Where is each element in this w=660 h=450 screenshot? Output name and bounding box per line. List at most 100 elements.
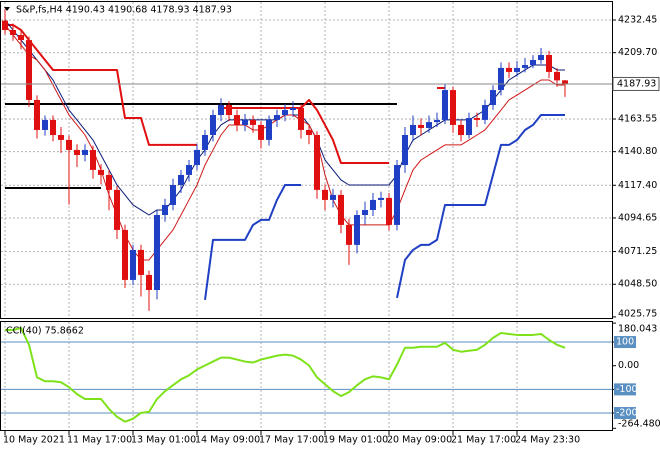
y-tick-label: 4163.55 (618, 113, 657, 124)
y-tick-label: -200 (616, 408, 638, 419)
candle-body (10, 30, 16, 36)
current-price-label: 4187.93 (617, 78, 656, 89)
candle-body (522, 65, 528, 68)
level-label-box (614, 407, 636, 420)
candle-body (490, 90, 496, 105)
candle-body (130, 249, 136, 280)
x-tick-label: 14 May 09:00 (195, 435, 260, 446)
candle-body (122, 229, 128, 280)
candle-body (330, 194, 336, 200)
candle-body (514, 67, 520, 72)
candle-body (106, 174, 112, 190)
candle-body (306, 129, 312, 136)
x-tick-label: 17 May 17:00 (259, 435, 324, 446)
y-tick-label: 4025.75 (618, 309, 657, 320)
y-tick-label: 180.043 (618, 324, 657, 335)
cci-line (5, 327, 566, 423)
menu-triangle (4, 7, 10, 11)
candle-body (562, 80, 568, 84)
candle-body (42, 119, 48, 130)
y-tick-label: 4117.40 (618, 180, 657, 191)
candle-body (538, 54, 544, 61)
y-tick-label: 4140.80 (618, 146, 657, 157)
candle-body (434, 119, 440, 123)
candle-body (2, 20, 8, 31)
x-tick-label: 11 May 17:00 (67, 435, 132, 446)
candle-body (530, 60, 536, 66)
candle-body (242, 119, 248, 125)
x-tick-label: 21 May 17:00 (451, 435, 516, 446)
y-tick-label: -100 (616, 384, 638, 395)
candle-body (554, 71, 560, 81)
candle-body (114, 189, 120, 230)
candle-body (362, 209, 368, 216)
y-tick-label: -264.4806 (618, 419, 660, 430)
candle-body (298, 108, 304, 130)
indicator-panel-frame (0, 321, 613, 431)
candle-body (322, 189, 328, 200)
candle-body (26, 40, 32, 100)
chart-title: S&P,fs,H4 4190.43 4190.68 4178.93 4187.9… (16, 5, 232, 16)
candle-body (218, 104, 224, 116)
candle-body (170, 184, 176, 205)
y-tick-label: 4048.50 (618, 279, 657, 290)
candle-body (458, 124, 464, 136)
main-panel-frame (0, 1, 613, 319)
candle-body (282, 110, 288, 116)
candle-body (402, 135, 408, 166)
candle-body (58, 135, 64, 140)
candle-body (178, 174, 184, 185)
y-tick-label: 4094.65 (618, 212, 657, 223)
level-label-box (614, 383, 636, 396)
candle-body (90, 149, 96, 170)
candle-body (378, 197, 384, 200)
candle-body (546, 54, 552, 72)
candle-body (482, 104, 488, 120)
candle-body (202, 135, 208, 150)
candle-body (418, 124, 424, 128)
y-tick-label: 4209.70 (618, 47, 657, 58)
candle-body (466, 118, 472, 136)
indicator-line (5, 23, 445, 165)
candle-body (138, 249, 144, 275)
indicator-title: CCI(40) 75.8662 (6, 326, 84, 337)
candle-body (82, 149, 88, 155)
candle-body (314, 135, 320, 190)
x-tick-label: 20 May 09:00 (387, 435, 452, 446)
level-label-box (614, 336, 636, 349)
candle-body (154, 215, 160, 290)
x-tick-label: 10 May 2021 (3, 435, 65, 446)
candle-body (498, 67, 504, 91)
candle-body (234, 115, 240, 125)
candle-body (426, 122, 432, 128)
candle-body (386, 197, 392, 225)
x-tick-label: 19 May 01:00 (323, 435, 388, 446)
candle-body (354, 215, 360, 245)
indicator-line (204, 114, 565, 301)
candle-body (474, 118, 480, 120)
candle-body (66, 139, 72, 150)
current-price-box (612, 76, 660, 91)
candle-body (250, 119, 256, 125)
candle-body (506, 67, 512, 72)
y-tick-label: 0.00 (618, 360, 639, 371)
candle-body (450, 90, 456, 125)
candle-body (394, 165, 400, 225)
candle-body (18, 35, 24, 41)
y-tick-label: 100 (616, 337, 634, 348)
candle-body (226, 104, 232, 116)
candle-body (346, 224, 352, 245)
candle-body (338, 194, 344, 225)
candle-body (274, 115, 280, 120)
candle-body (146, 274, 152, 290)
y-tick-label: 4232.45 (618, 15, 657, 26)
candle-body (98, 169, 104, 175)
candle-body (210, 115, 216, 136)
candle-body (290, 108, 296, 111)
candle-body (74, 149, 80, 155)
candle-body (370, 199, 376, 210)
candle-body (34, 99, 40, 130)
x-tick-label: 24 May 23:30 (515, 435, 580, 446)
